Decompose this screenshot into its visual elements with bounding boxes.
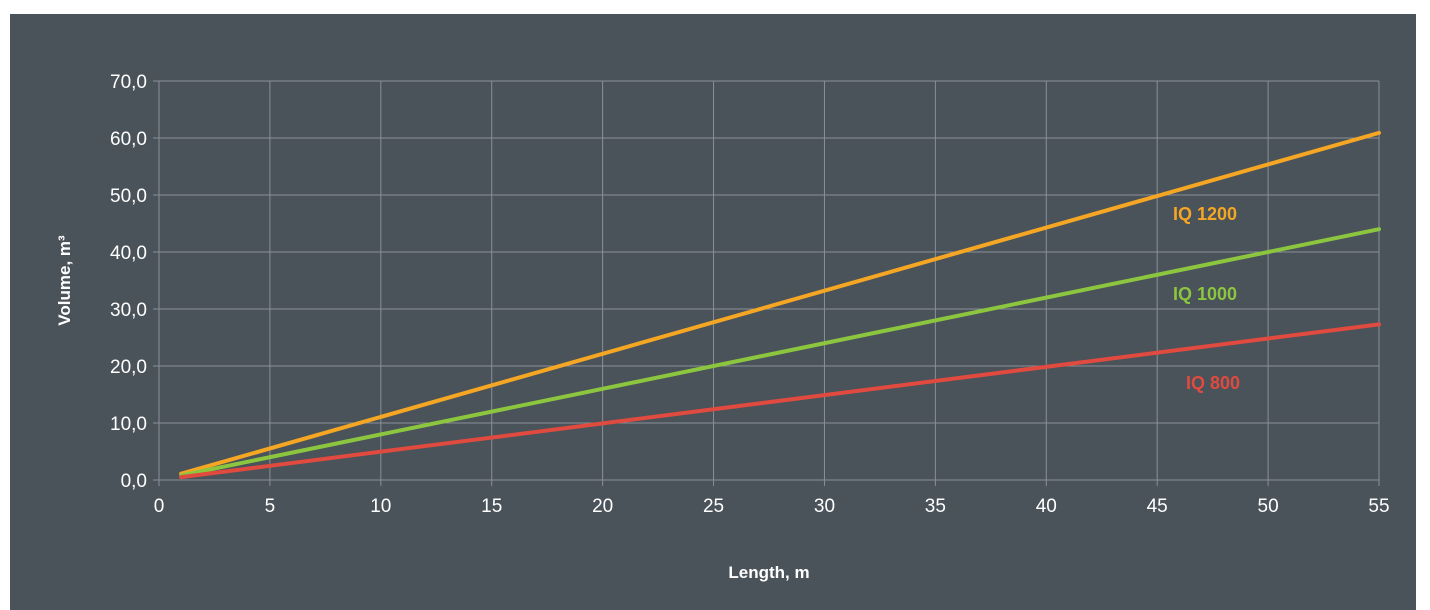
y-tick-label: 30,0 xyxy=(110,300,147,321)
x-tick-label: 15 xyxy=(481,496,502,517)
series-lines xyxy=(179,130,1381,480)
x-tick-label: 50 xyxy=(1258,496,1279,517)
x-tick-label: 25 xyxy=(703,496,724,517)
x-tick-label: 20 xyxy=(592,496,613,517)
x-tick-label: 10 xyxy=(370,496,391,517)
x-tick-label: 35 xyxy=(925,496,946,517)
y-axis-title: Volume, m³ xyxy=(55,235,74,326)
x-tick-label: 55 xyxy=(1368,496,1389,517)
y-tick-label: 10,0 xyxy=(110,414,147,435)
series-label-iq-1200: IQ 1200 xyxy=(1173,204,1237,224)
x-tick-label: 40 xyxy=(1036,496,1057,517)
series-label-iq-1000: IQ 1000 xyxy=(1173,284,1237,304)
x-tick-label: 5 xyxy=(265,496,276,517)
chart-panel xyxy=(10,14,1416,610)
series-labels: IQ 1200 IQ 1000 IQ 800 xyxy=(1173,204,1240,393)
y-tick-label: 40,0 xyxy=(110,243,147,264)
y-tick-label: 20,0 xyxy=(110,357,147,378)
series-line-iq-1200 xyxy=(179,130,1381,476)
series-line-iq-1000 xyxy=(179,227,1381,478)
y-tick-label: 70,0 xyxy=(110,72,147,93)
x-tick-label: 45 xyxy=(1147,496,1168,517)
x-axis-title: Length, m xyxy=(728,563,809,582)
y-tick-label: 0,0 xyxy=(121,471,147,492)
grid-lines xyxy=(159,80,1380,481)
x-tick-label: 30 xyxy=(814,496,835,517)
axes: 0 5 10 15 20 25 30 35 40 45 50 55 0,0 10,0 20,0 30,0 40,… xyxy=(110,72,1390,517)
series-line-iq-800 xyxy=(179,322,1381,480)
series-label-iq-800: IQ 800 xyxy=(1186,373,1240,393)
x-tick-label: 0 xyxy=(154,496,165,517)
y-tick-label: 60,0 xyxy=(110,129,147,150)
y-tick-label: 50,0 xyxy=(110,186,147,207)
